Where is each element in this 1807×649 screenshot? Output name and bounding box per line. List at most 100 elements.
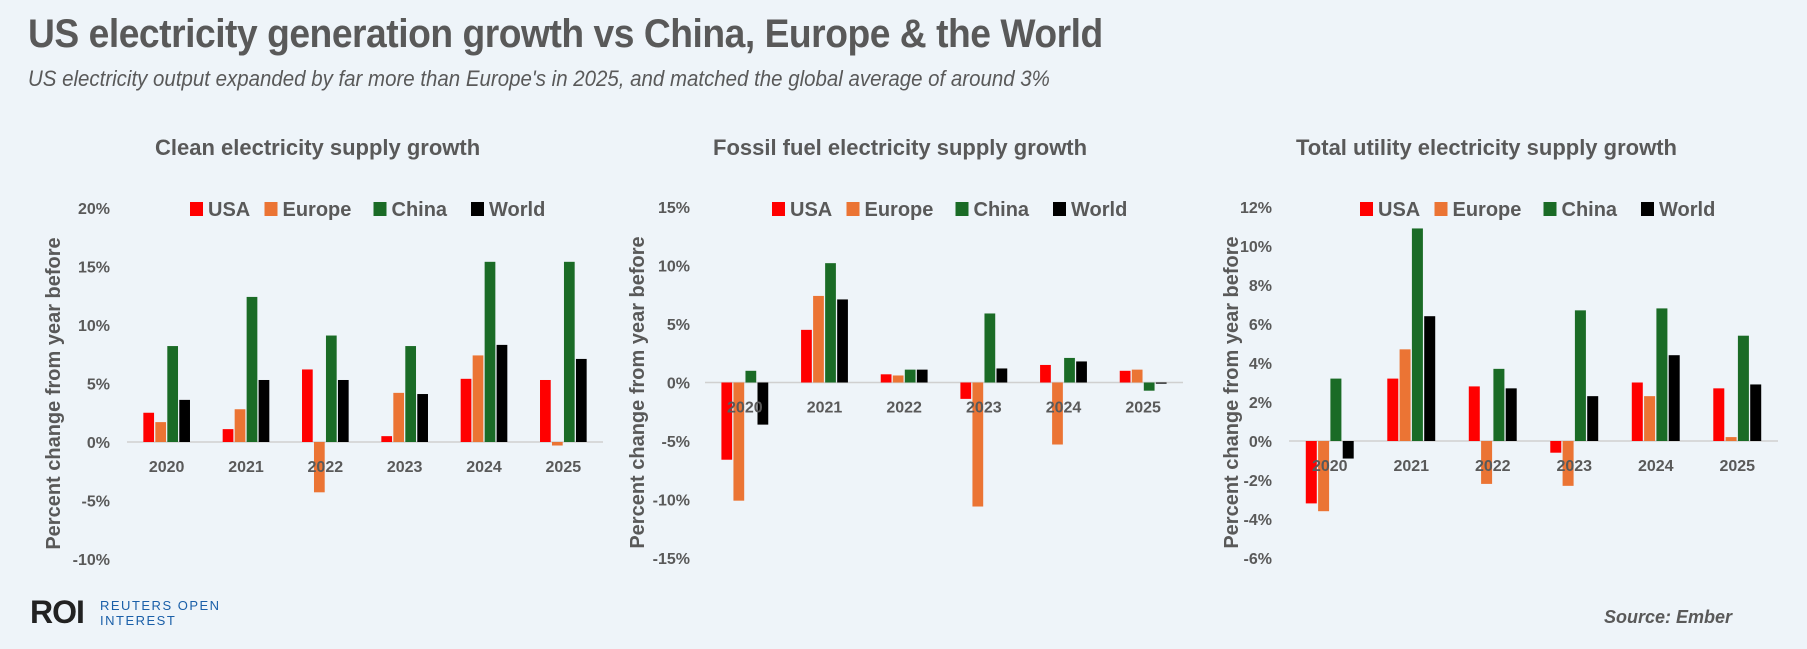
legend-label-usa: USA xyxy=(208,199,250,221)
y-tick-label: -2% xyxy=(1244,473,1272,490)
y-tick-label: 8% xyxy=(1249,278,1272,295)
y-tick-label: -10% xyxy=(73,552,110,569)
bar-europe-2020 xyxy=(733,382,745,501)
legend-swatch-china xyxy=(1543,202,1557,216)
legend-label-world: World xyxy=(489,199,545,221)
y-tick-label: 10% xyxy=(78,318,110,335)
bar-usa-2022 xyxy=(302,369,313,442)
bar-usa-2020 xyxy=(1305,441,1317,504)
x-tick-label: 2024 xyxy=(1046,400,1082,417)
y-tick-label: 15% xyxy=(658,200,690,217)
bar-world-2024 xyxy=(1076,361,1087,383)
legend-label-usa: USA xyxy=(790,199,832,221)
legend-swatch-world xyxy=(1641,202,1654,216)
bar-world-2022 xyxy=(337,379,349,442)
legend-swatch-europe xyxy=(1434,202,1448,216)
bar-usa-2024 xyxy=(1631,382,1643,441)
bar-china-2020 xyxy=(167,346,179,442)
legend-label-world: World xyxy=(1071,199,1127,221)
legend-swatch-usa xyxy=(772,202,785,216)
x-tick-label: 2021 xyxy=(807,400,843,417)
bar-china-2025 xyxy=(1143,382,1155,391)
bar-europe-2021 xyxy=(234,409,246,442)
bar-europe-2023 xyxy=(1562,441,1574,486)
x-tick-label: 2024 xyxy=(466,459,502,476)
bar-europe-2022 xyxy=(892,375,904,383)
bar-china-2021 xyxy=(246,296,258,442)
bar-world-2024 xyxy=(496,344,508,442)
bar-world-2025 xyxy=(575,358,587,442)
legend-swatch-usa xyxy=(1360,202,1373,216)
bar-usa-2021 xyxy=(1387,378,1399,441)
y-axis-label: Percent change from year before xyxy=(627,236,649,548)
bar-europe-2024 xyxy=(1052,382,1063,445)
bar-world-2025 xyxy=(1155,382,1167,384)
y-tick-label: -5% xyxy=(82,494,110,511)
y-tick-label: 4% xyxy=(1249,356,1272,373)
bar-china-2023 xyxy=(1574,310,1586,441)
chart-title: Total utility electricity supply growth xyxy=(1296,135,1677,160)
y-tick-label: -10% xyxy=(653,493,690,510)
source-note: Source: Ember xyxy=(1604,607,1733,627)
legend-label-usa: USA xyxy=(1378,199,1420,221)
x-tick-label: 2020 xyxy=(727,400,763,417)
bar-china-2021 xyxy=(1411,228,1423,441)
bar-europe-2022 xyxy=(1481,441,1493,484)
legend-swatch-world xyxy=(471,202,484,216)
y-axis-label: Percent change from year before xyxy=(43,237,65,549)
bar-europe-2020 xyxy=(1318,441,1330,512)
x-tick-label: 2025 xyxy=(1719,458,1755,475)
chart-title: Clean electricity supply growth xyxy=(155,135,480,160)
bar-usa-2024 xyxy=(460,378,472,442)
x-tick-label: 2022 xyxy=(886,400,922,417)
x-tick-label: 2022 xyxy=(1475,458,1511,475)
bar-usa-2024 xyxy=(1040,364,1051,383)
legend-swatch-usa xyxy=(190,202,203,216)
bar-world-2024 xyxy=(1668,355,1680,441)
bar-europe-2020 xyxy=(155,422,167,442)
legend-label-europe: Europe xyxy=(1453,199,1522,221)
y-tick-label: 10% xyxy=(1240,239,1272,256)
bar-usa-2023 xyxy=(960,382,972,399)
bar-europe-2025 xyxy=(1131,369,1143,383)
bar-usa-2020 xyxy=(143,412,155,442)
y-tick-label: 6% xyxy=(1249,317,1272,334)
bar-europe-2025 xyxy=(551,442,563,446)
bar-europe-2022 xyxy=(313,442,325,493)
x-tick-label: 2023 xyxy=(966,400,1002,417)
bar-europe-2024 xyxy=(1644,396,1656,441)
bar-world-2023 xyxy=(996,368,1008,383)
y-tick-label: 5% xyxy=(667,317,690,334)
bar-usa-2020 xyxy=(721,382,733,460)
y-tick-label: -6% xyxy=(1244,551,1272,568)
legend-label-china: China xyxy=(974,199,1030,221)
y-tick-label: 0% xyxy=(1249,434,1272,451)
bar-china-2025 xyxy=(1737,335,1749,441)
bar-world-2022 xyxy=(1505,388,1517,441)
bar-world-2020 xyxy=(1342,441,1354,459)
bar-china-2024 xyxy=(1656,308,1668,441)
roi-logo: ROI xyxy=(30,594,85,630)
legend-swatch-world xyxy=(1053,202,1066,216)
bar-world-2020 xyxy=(757,382,769,425)
legend-label-china: China xyxy=(1562,199,1618,221)
y-tick-label: -4% xyxy=(1244,512,1272,529)
bar-world-2021 xyxy=(1424,316,1436,441)
bar-europe-2024 xyxy=(472,355,484,442)
bar-usa-2022 xyxy=(1468,386,1480,441)
bar-china-2020 xyxy=(745,370,757,383)
bar-usa-2023 xyxy=(381,436,393,442)
bar-world-2020 xyxy=(179,399,190,442)
x-tick-label: 2025 xyxy=(546,459,582,476)
bar-china-2024 xyxy=(484,261,496,442)
y-tick-label: 12% xyxy=(1240,200,1272,217)
bar-world-2023 xyxy=(1587,396,1599,441)
y-tick-label: 20% xyxy=(78,201,110,218)
bar-usa-2025 xyxy=(1713,388,1725,441)
bar-usa-2023 xyxy=(1550,441,1562,453)
roi-logo-text: REUTERS OPEN INTEREST xyxy=(100,598,221,628)
x-tick-label: 2024 xyxy=(1638,458,1674,475)
bar-europe-2023 xyxy=(972,382,984,507)
y-tick-label: 2% xyxy=(1249,395,1272,412)
